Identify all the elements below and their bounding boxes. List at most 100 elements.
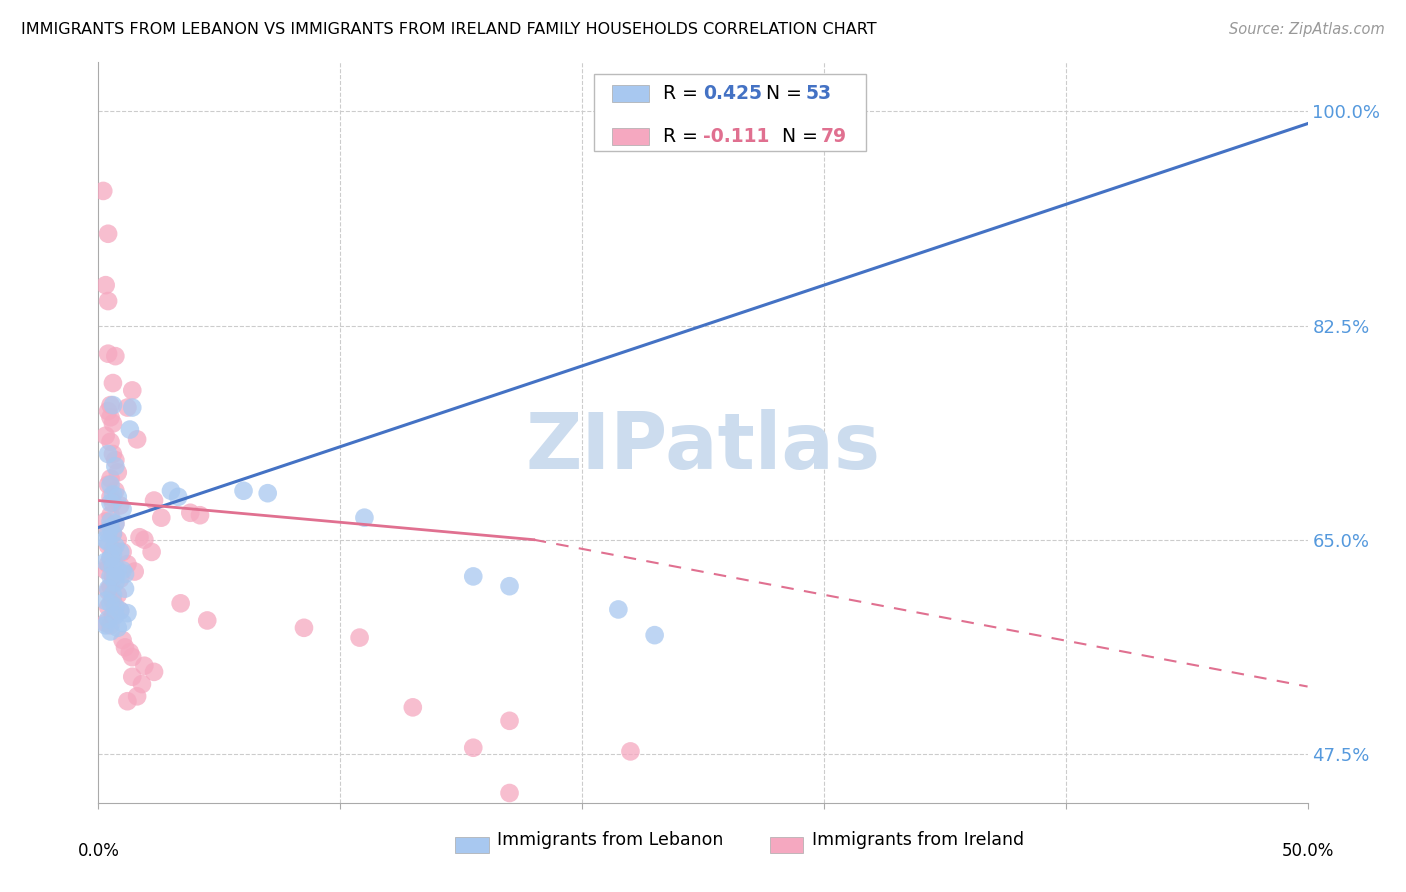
Point (97, 599, 120, 614)
Point (97, 584, 120, 599)
Point (100, 624, 122, 639)
Point (101, 398, 124, 412)
Point (100, 618, 122, 632)
Point (121, 384, 143, 398)
Point (94, 278, 117, 293)
Point (104, 608, 127, 623)
Point (104, 349, 127, 363)
Point (498, 786, 520, 800)
Point (463, 569, 485, 583)
Point (127, 690, 149, 704)
Point (108, 604, 131, 618)
Point (117, 694, 139, 708)
Point (167, 490, 190, 504)
Point (97, 535, 120, 549)
Point (100, 410, 122, 425)
Point (188, 508, 211, 523)
Point (114, 582, 136, 596)
Text: 50.0%: 50.0% (1281, 842, 1334, 860)
Point (101, 526, 124, 541)
Point (108, 545, 131, 559)
Point (114, 566, 136, 581)
Point (232, 483, 254, 498)
Text: 79: 79 (820, 127, 846, 146)
Point (101, 588, 124, 602)
Text: R =: R = (664, 84, 704, 103)
Text: 0.425: 0.425 (703, 84, 762, 103)
Bar (613, 86, 648, 102)
Bar (613, 128, 648, 145)
Point (97, 557, 120, 571)
Point (104, 516, 127, 531)
Point (118, 645, 141, 659)
Point (498, 714, 520, 728)
Point (101, 496, 124, 510)
Point (97, 404, 120, 418)
Point (101, 487, 124, 501)
Point (100, 490, 122, 504)
Point (463, 740, 485, 755)
Point (94, 514, 117, 528)
Point (97, 582, 120, 596)
Point (121, 670, 143, 684)
Point (402, 700, 425, 714)
Point (107, 490, 129, 504)
Point (100, 398, 122, 412)
Point (837, 128, 859, 143)
Point (134, 658, 156, 673)
Point (101, 594, 124, 608)
Point (97, 227, 120, 241)
Point (256, 486, 278, 500)
Point (118, 423, 141, 437)
Point (104, 483, 127, 498)
Point (169, 596, 191, 610)
Point (121, 401, 143, 415)
Point (498, 579, 520, 593)
Point (94, 563, 117, 577)
Point (97, 526, 120, 541)
Point (107, 588, 129, 602)
Point (101, 542, 124, 557)
Point (134, 533, 156, 547)
Point (104, 453, 127, 467)
Text: N =: N = (769, 127, 824, 146)
Point (100, 496, 122, 510)
Point (101, 526, 124, 541)
Bar (769, 837, 803, 853)
Point (619, 744, 641, 758)
Point (101, 417, 124, 431)
Text: R =: R = (664, 127, 704, 146)
Point (100, 551, 122, 566)
Point (94, 615, 117, 630)
Text: Immigrants from Ireland: Immigrants from Ireland (811, 830, 1024, 849)
Text: N =: N = (754, 84, 807, 103)
Point (104, 539, 127, 553)
Point (104, 575, 127, 590)
Point (94, 555, 117, 569)
Point (108, 572, 131, 586)
Point (128, 530, 150, 544)
Point (107, 533, 129, 547)
Point (107, 621, 129, 635)
Point (97, 523, 120, 537)
Point (117, 606, 139, 620)
Point (94, 594, 117, 608)
Text: Immigrants from Lebanon: Immigrants from Lebanon (498, 830, 724, 849)
Text: IMMIGRANTS FROM LEBANON VS IMMIGRANTS FROM IRELAND FAMILY HOUSEHOLDS CORRELATION: IMMIGRANTS FROM LEBANON VS IMMIGRANTS FR… (21, 22, 877, 37)
Point (101, 447, 124, 461)
Text: Source: ZipAtlas.com: Source: ZipAtlas.com (1229, 22, 1385, 37)
Point (111, 633, 134, 648)
Point (195, 614, 218, 628)
Point (94, 533, 117, 547)
Point (97, 447, 120, 461)
Text: 53: 53 (806, 84, 832, 103)
Point (111, 502, 134, 516)
Point (121, 650, 143, 665)
Point (94, 618, 117, 632)
Point (101, 559, 124, 574)
Point (100, 551, 122, 566)
Point (131, 677, 153, 691)
Point (100, 477, 122, 491)
Point (108, 499, 131, 513)
Point (101, 608, 124, 623)
